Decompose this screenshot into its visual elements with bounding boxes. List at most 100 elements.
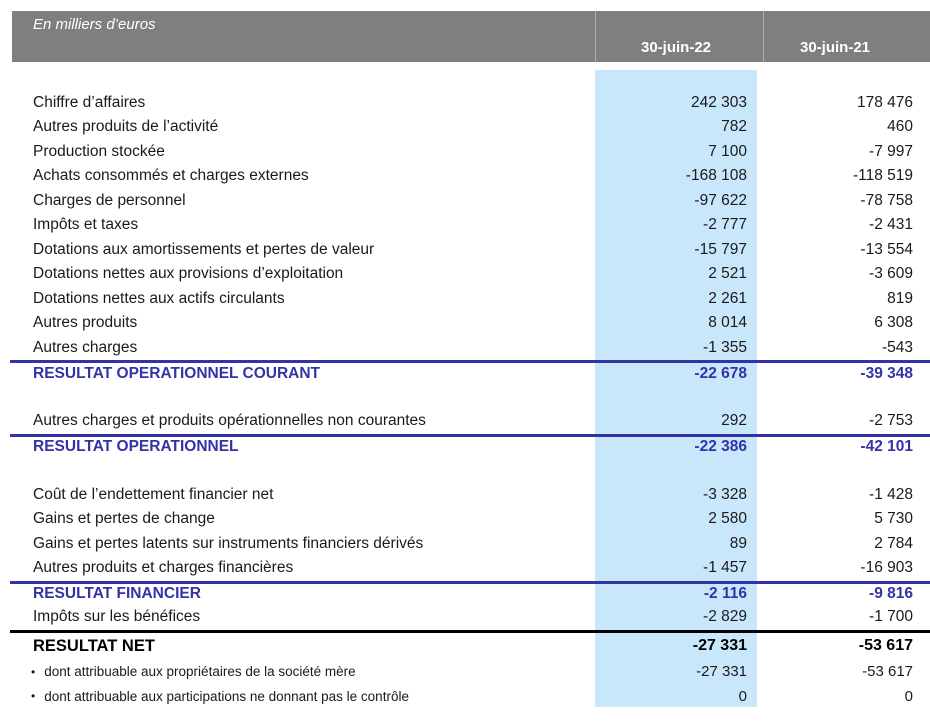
row-label: • dont attribuable aux propriétaires de l… [10,664,595,679]
table-row: Autres produits et charges financières -1… [10,556,930,581]
value-30-juin-21: -7 997 [869,142,913,160]
table-row: Autres charges -1 355 -543 [10,336,930,361]
row-label: Dotations nettes aux provisions d’exploi… [33,265,344,283]
value-30-juin-21: -543 [881,338,913,356]
spacer-row [10,66,930,91]
row-label: RESULTAT OPERATIONNEL [33,438,239,456]
row-label: Coût de l’endettement financier net [33,485,274,503]
column-header-30-juin-21: 30-juin-21 [799,39,871,56]
highlighted-column-2022 [595,70,757,707]
row-label: Production stockée [33,142,165,160]
value-30-juin-22: -2 829 [703,608,747,626]
bullet-icon: • [31,689,36,704]
row-label: Charges de personnel [33,191,186,209]
value-30-juin-22: -1 355 [703,338,747,356]
row-label: Autres charges [33,338,138,356]
row-label: RESULTAT OPERATIONNEL COURANT [33,364,321,382]
row-label: Impôts et taxes [33,216,139,234]
value-30-juin-22: -2 777 [703,216,747,234]
value-30-juin-22: -1 457 [703,559,747,577]
value-30-juin-22: 292 [721,412,747,430]
value-30-juin-22: 2 261 [708,289,747,307]
spacer-row [10,385,930,410]
table-row: • dont attribuable aux propriétaires de l… [10,660,930,685]
row-label: Achats consommés et charges externes [33,167,309,185]
value-30-juin-21: 460 [887,118,913,136]
value-30-juin-21: -1 428 [869,485,913,503]
value-30-juin-22: -168 108 [685,167,747,185]
row-label: Impôts sur les bénéfices [33,608,201,626]
value-30-juin-22: -97 622 [694,191,747,209]
value-30-juin-21: -53 617 [858,637,913,654]
value-30-juin-22: 242 303 [690,93,747,111]
table-row: Chiffre d’affaires 242 303 178 476 [10,91,930,116]
value-30-juin-22: -2 116 [703,585,747,603]
table-body: Chiffre d’affaires 242 303 178 476 Autres p… [10,66,930,709]
spacer-row [10,458,930,483]
table-row: Dotations nettes aux actifs circulants 2 … [10,287,930,312]
value-30-juin-22: -15 797 [694,240,747,258]
value-30-juin-21: 0 [904,687,913,705]
column-separator-icon [763,11,764,62]
table-row: RESULTAT OPERATIONNEL -22 386 -42 101 [10,433,930,459]
bullet-icon: • [31,664,36,679]
value-30-juin-21: -2 431 [869,216,913,234]
value-30-juin-22: -22 678 [694,364,747,382]
table-row: Gains et pertes de change 2 580 5 730 [10,507,930,532]
value-30-juin-22: 8 014 [708,314,747,332]
value-30-juin-21: -42 101 [860,438,913,456]
value-30-juin-22: 0 [738,687,747,705]
table-row: Gains et pertes latents sur instruments … [10,532,930,557]
value-30-juin-21: -53 617 [862,663,913,681]
row-label: RESULTAT FINANCIER [33,585,201,603]
value-30-juin-21: -3 609 [869,265,913,283]
value-30-juin-22: 2 521 [708,265,747,283]
value-30-juin-21: -16 903 [860,559,913,577]
unit-label: En milliers d’euros [33,16,156,33]
row-label: Gains et pertes de change [33,510,215,528]
row-label: Dotations aux amortissements et pertes d… [33,240,375,258]
row-label: Autres charges et produits opérationnell… [33,412,426,430]
value-30-juin-21: -9 816 [869,585,913,603]
table-row: Impôts sur les bénéfices -2 829 -1 700 [10,605,930,630]
value-30-juin-22: -27 331 [692,637,747,654]
table-header-bar: En milliers d’euros 30-juin-22 30-juin-2… [12,11,930,62]
row-label: Chiffre d’affaires [33,93,146,111]
row-label: Autres produits [33,314,138,332]
row-label: RESULTAT NET [33,636,155,655]
table-row: Autres produits 8 014 6 308 [10,311,930,336]
table-row: Production stockée 7 100 -7 997 [10,140,930,165]
value-30-juin-21: -39 348 [860,364,913,382]
note-label-text: dont attribuable aux propriétaires de la… [44,664,356,680]
value-30-juin-22: 89 [729,534,747,552]
column-separator-icon [595,11,596,62]
table-row: Autres charges et produits opérationnell… [10,409,930,434]
value-30-juin-22: 782 [721,118,747,136]
value-30-juin-22: 7 100 [708,142,747,160]
value-30-juin-21: 2 784 [874,534,913,552]
table-row: RESULTAT FINANCIER -2 116 -9 816 [10,580,930,606]
table-row: Dotations nettes aux provisions d’exploi… [10,262,930,287]
value-30-juin-22: -22 386 [694,438,747,456]
value-30-juin-22: -27 331 [696,663,747,681]
value-30-juin-21: -2 753 [869,412,913,430]
table-row: RESULTAT NET -27 331 -53 617 [10,629,930,660]
row-label: Autres produits et charges financières [33,559,294,577]
table-row: Coût de l’endettement financier net -3 32… [10,483,930,508]
column-header-30-juin-22: 30-juin-22 [640,39,712,56]
value-30-juin-21: 819 [887,289,913,307]
table-row: Impôts et taxes -2 777 -2 431 [10,213,930,238]
table-row: Achats consommés et charges externes -168… [10,164,930,189]
table-row: RESULTAT OPERATIONNEL COURANT -22 678 -39 … [10,360,930,385]
table-row: Charges de personnel -97 622 -78 758 [10,189,930,214]
value-30-juin-22: 2 580 [708,510,747,528]
value-30-juin-21: 6 308 [874,314,913,332]
value-30-juin-21: -78 758 [860,191,913,209]
value-30-juin-21: -1 700 [869,608,913,626]
note-label-text: dont attribuable aux participations ne d… [44,688,409,704]
value-30-juin-21: -118 519 [852,167,913,185]
row-label: Autres produits de l’activité [33,118,219,136]
table-row: Dotations aux amortissements et pertes d… [10,238,930,263]
table-row: • dont attribuable aux participations ne … [10,684,930,709]
